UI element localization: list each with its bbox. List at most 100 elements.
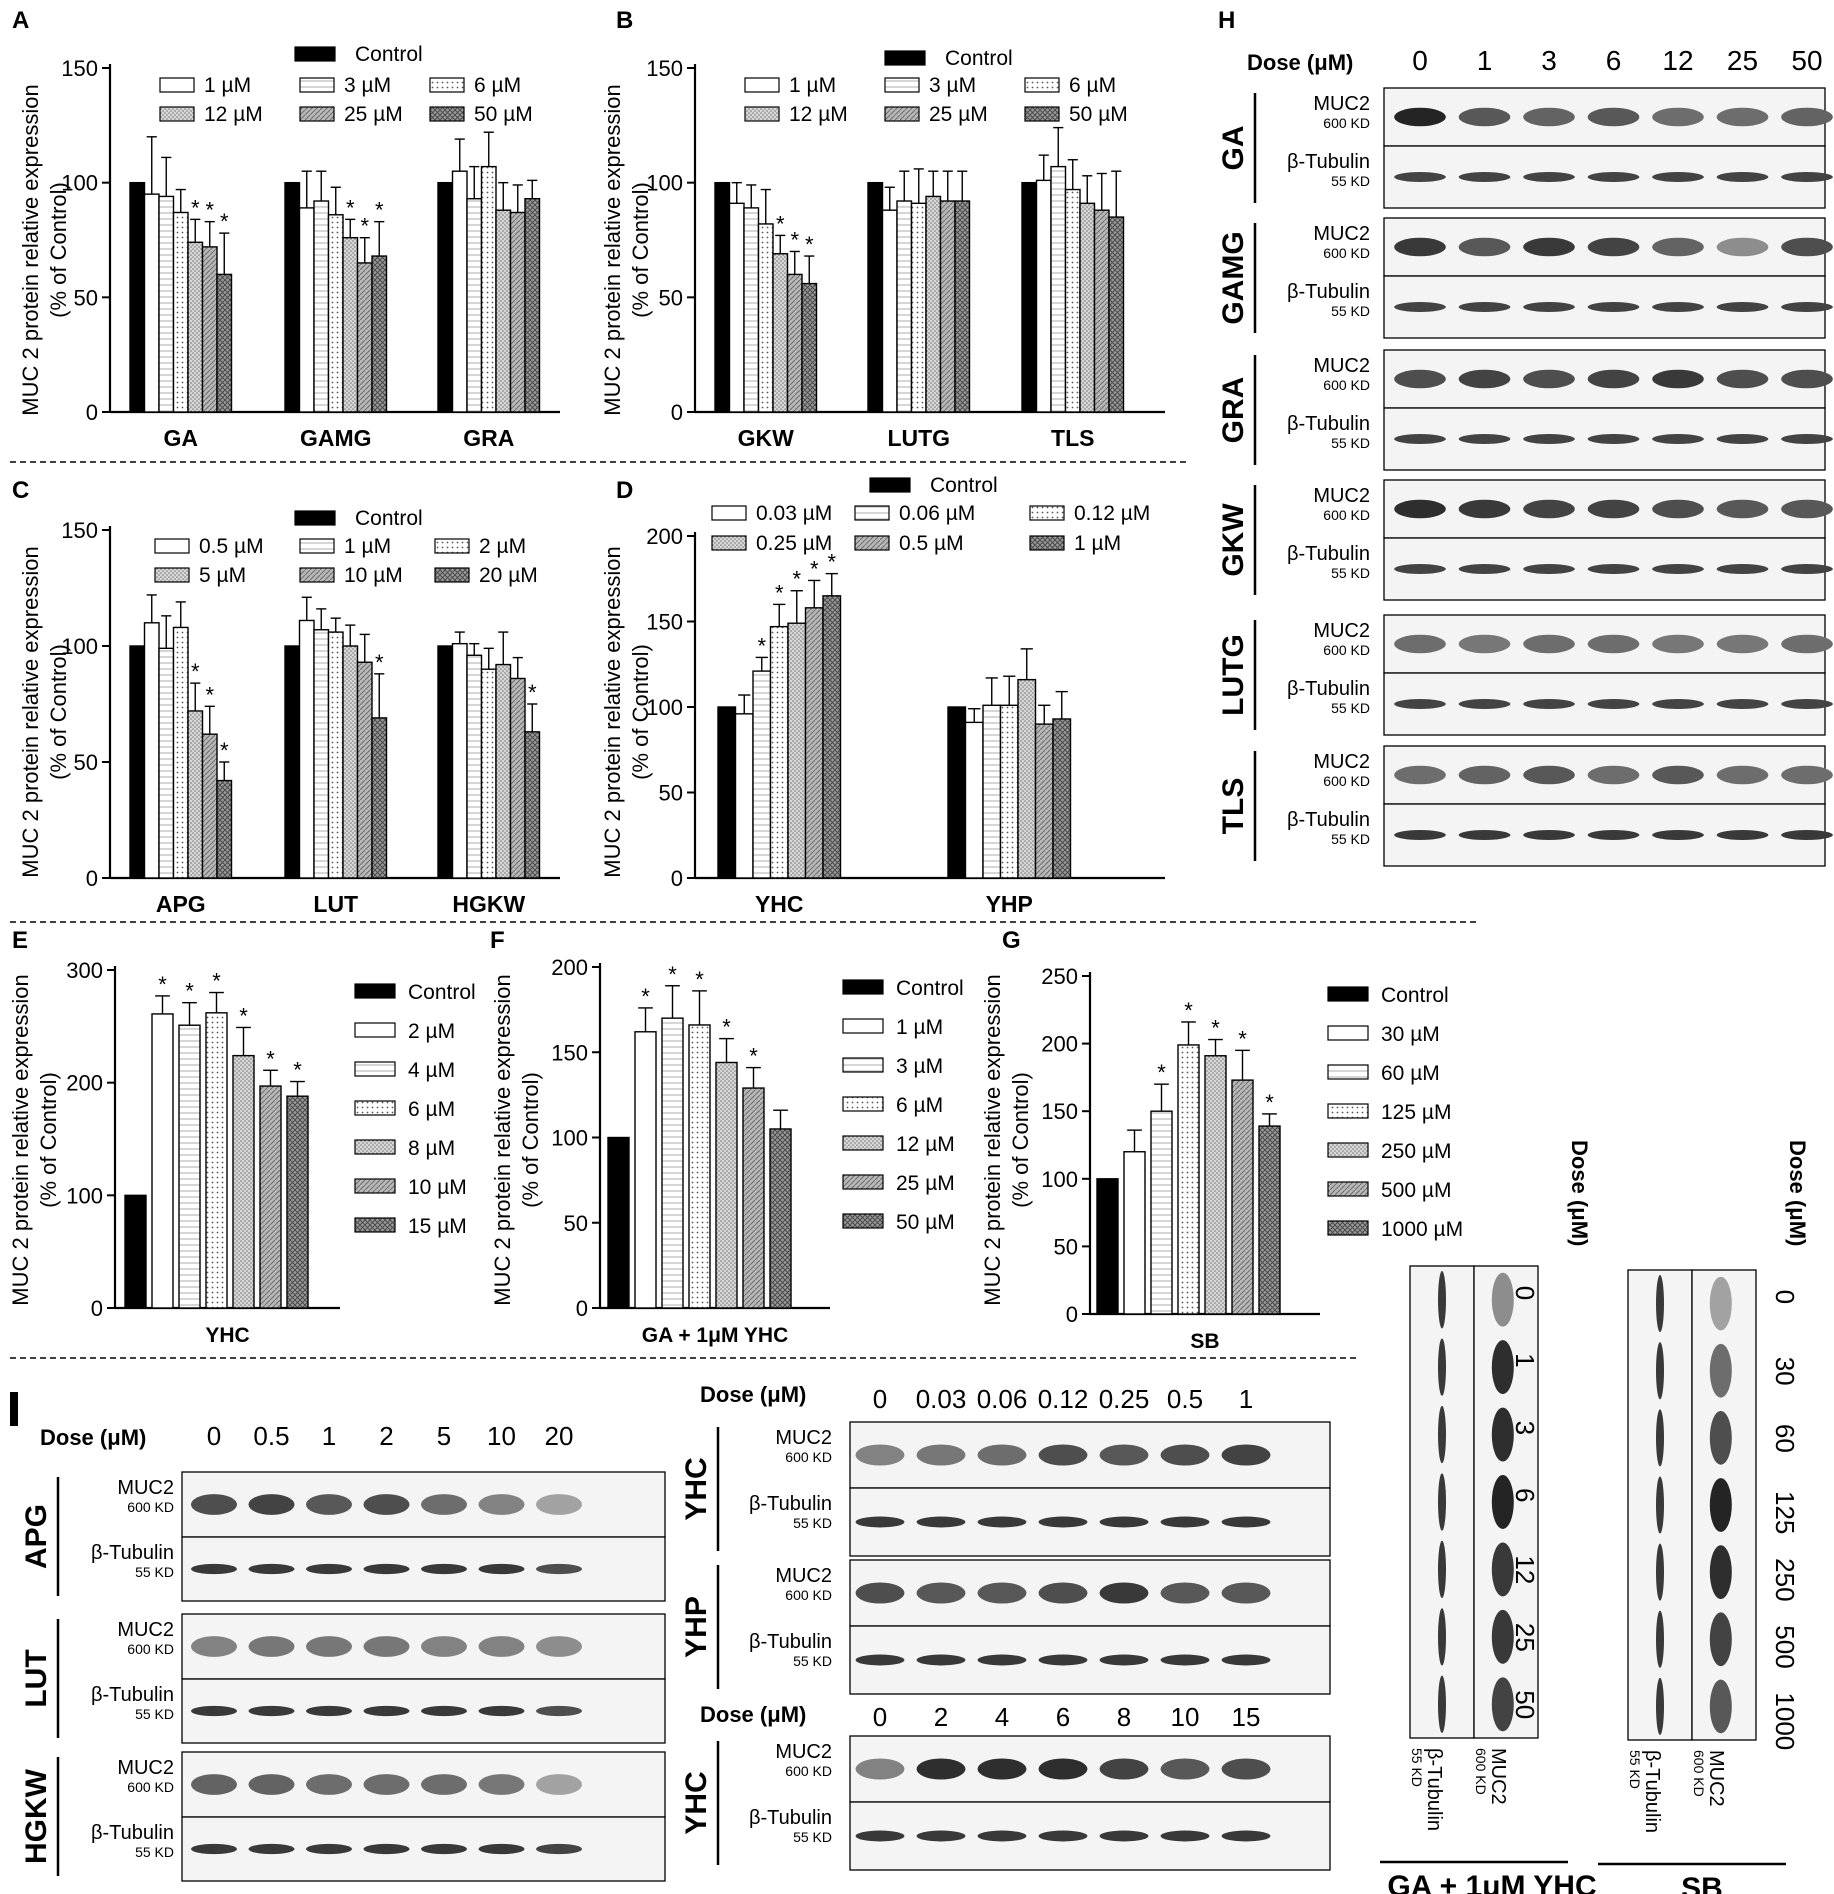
legend-swatch: [842, 1096, 884, 1112]
blot-band: [1781, 830, 1833, 840]
caption: SB: [1681, 1872, 1723, 1894]
blot-band: [1656, 1610, 1664, 1668]
blot-band: [1099, 1444, 1149, 1466]
tubulin-kd-label: 55 KD: [1331, 303, 1370, 319]
blot-band: [1438, 1540, 1446, 1599]
blot-band: [1652, 434, 1704, 444]
bar: [1177, 1044, 1200, 1315]
blot-band: [1394, 699, 1446, 709]
blot-band: [1491, 1609, 1514, 1664]
significance-star: *: [1157, 1060, 1166, 1085]
y-tick-label: 100: [1041, 1167, 1078, 1192]
tubulin-kd-label: 55 KD: [793, 1653, 832, 1669]
legend-swatch: [434, 567, 470, 583]
legend-swatch: [842, 1174, 884, 1190]
blot-band: [1587, 302, 1640, 312]
chart-panel-g: G MUC 2 protein relative expression (% of …: [980, 927, 1463, 1353]
bar: [371, 717, 388, 879]
bar: [286, 1095, 309, 1309]
blot-band: [478, 1774, 525, 1795]
compound-name: YHC: [680, 1457, 713, 1520]
y-axis-label-line2: (% of Control): [628, 644, 653, 780]
blot-band: [478, 1563, 525, 1575]
tubulin-label: β-Tubulin: [749, 1807, 832, 1829]
bar: [143, 193, 160, 413]
blot-band: [248, 1843, 295, 1855]
legend-swatch: [434, 538, 470, 554]
y-tick-label: 150: [61, 56, 98, 81]
significance-star: *: [810, 556, 819, 581]
y-tick-label: 150: [646, 56, 683, 81]
significance-star: *: [346, 195, 355, 220]
blot-band: [1458, 564, 1511, 574]
tubulin-kd-label: 55 KD: [793, 1515, 832, 1531]
dose-value: 0.5: [1167, 1384, 1203, 1414]
dose-value-rotated: 0: [1510, 1286, 1540, 1300]
blot-band: [1587, 765, 1640, 785]
row-name-label: TLS: [1217, 778, 1250, 835]
x-category-label: APG: [156, 891, 206, 917]
blot-band: [1587, 107, 1640, 127]
significance-star: *: [792, 567, 801, 592]
blot-band: [916, 1654, 966, 1666]
tubulin-label: β-Tubulin: [1287, 809, 1370, 831]
blot-band: [191, 1843, 237, 1855]
legend-label: 1 µM: [204, 74, 251, 97]
dose-value: 0: [873, 1702, 887, 1732]
legend-swatch: [299, 538, 335, 554]
blot-band: [1221, 1444, 1271, 1466]
blot-band: [977, 1516, 1027, 1528]
dose-value-rotated: 1000: [1770, 1692, 1800, 1750]
blot-band: [536, 1494, 582, 1515]
blot-band: [1709, 1343, 1732, 1398]
significance-star: *: [158, 972, 167, 997]
muc2-label: MUC2: [775, 1741, 832, 1763]
dose-value: 0: [1412, 45, 1428, 76]
blot-band: [916, 1516, 966, 1528]
bar: [437, 645, 454, 879]
chart-panels: A MUC 2 protein relative expression (% of …: [8, 7, 1463, 1353]
y-tick-label: 100: [61, 634, 98, 659]
y-tick-label: 0: [86, 400, 98, 425]
dose-value-rotated: 6: [1510, 1488, 1540, 1502]
muc2-label: MUC2: [1313, 485, 1370, 507]
blot-band: [1038, 1830, 1088, 1842]
legend-swatch: [294, 510, 336, 526]
blot-band: [421, 1636, 467, 1657]
blot-band: [1656, 1543, 1664, 1601]
y-tick-label: 200: [66, 1071, 103, 1096]
legend-swatch: [842, 1213, 884, 1229]
dose-value: 12: [1662, 45, 1693, 76]
tubulin-label: β-Tubulin: [1287, 151, 1370, 173]
blot-band: [421, 1563, 467, 1575]
legend-label: Control: [408, 981, 476, 1004]
blot-band: [1160, 1758, 1210, 1780]
muc2-kd-label: 600 KD: [127, 1779, 174, 1795]
dose-value: 500: [1770, 1625, 1800, 1668]
blot-band: [536, 1774, 582, 1795]
significance-star: *: [641, 984, 650, 1009]
legend-swatch: [1327, 1103, 1369, 1119]
blot-band: [1458, 107, 1511, 127]
panel-letter: A: [12, 7, 29, 34]
bar: [151, 1013, 174, 1309]
blot-band: [1709, 1545, 1732, 1599]
chart-panel-e: E MUC 2 protein relative expression (% of …: [8, 927, 476, 1347]
bar: [947, 706, 967, 879]
row-name-label: GAMG: [1217, 231, 1250, 324]
legend-swatch: [354, 1100, 396, 1116]
blot-band: [421, 1705, 467, 1717]
legend-label: 25 µM: [344, 103, 403, 126]
blot-panel-i-left: Dose (μM) 0 0.5 1 2 5 10 20: [10, 1392, 573, 1451]
blot-band: [1709, 1411, 1732, 1465]
blot-band: [1038, 1654, 1088, 1666]
y-axis-label: MUC 2 protein relative expression (% of C…: [18, 546, 71, 877]
dose-value: 50: [1510, 1690, 1540, 1719]
blot-band: [1458, 634, 1511, 654]
blot-band: [1781, 564, 1833, 574]
y-tick-label: 150: [61, 518, 98, 543]
dose-label: Dose (μM): [700, 1702, 806, 1727]
